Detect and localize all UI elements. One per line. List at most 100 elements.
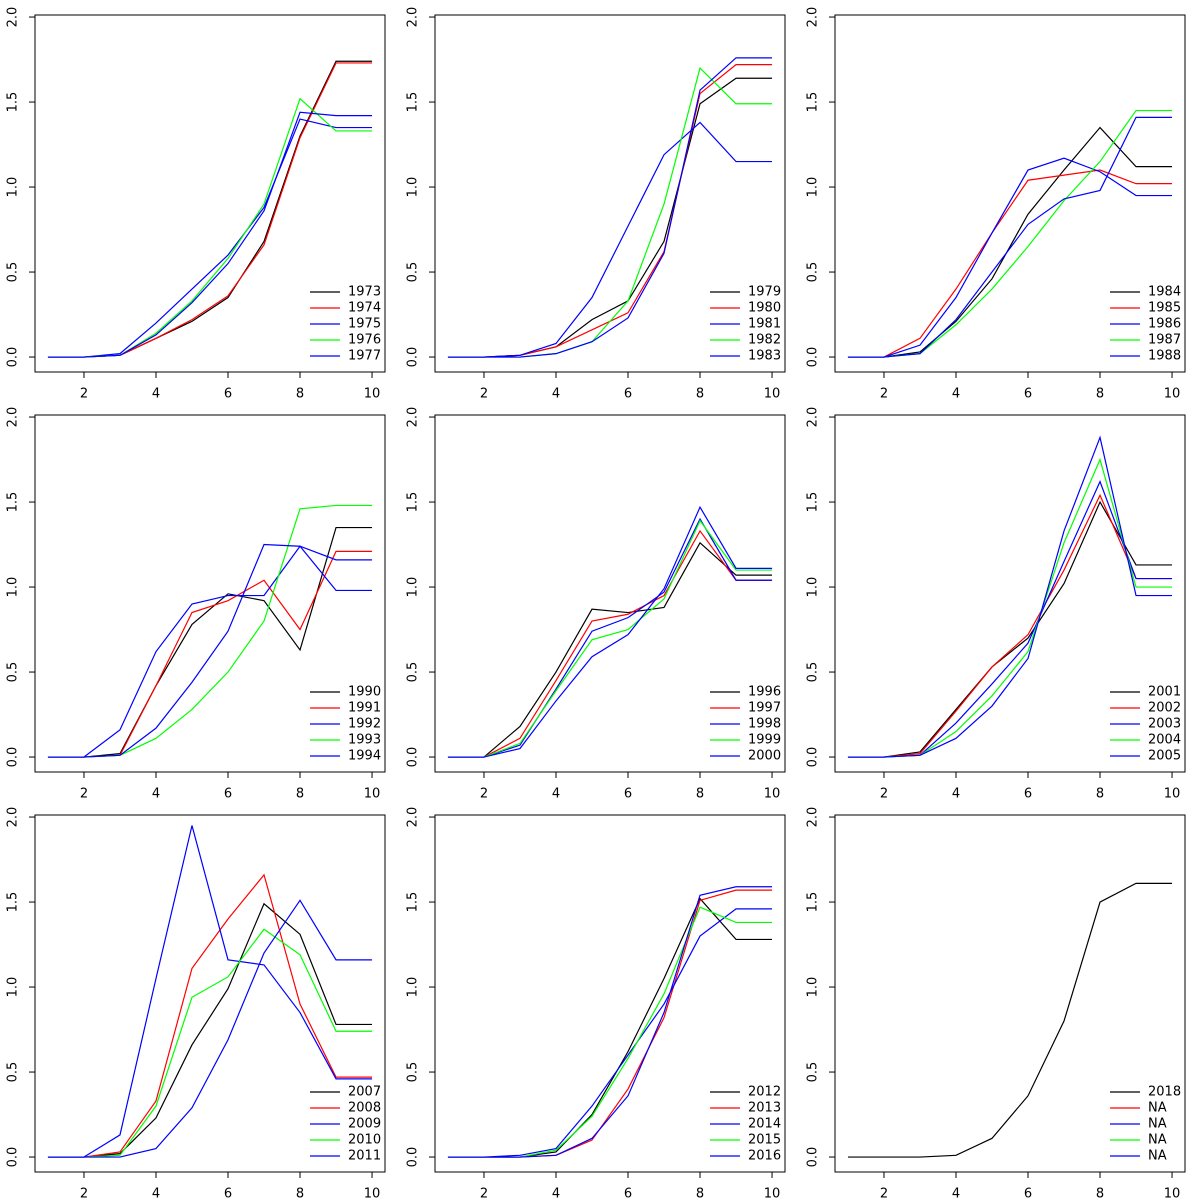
legend-label: NA [1148, 1133, 1167, 1148]
legend-label: 1980 [748, 301, 781, 316]
x-tick-label: 6 [224, 387, 232, 402]
plot-frame [34, 14, 386, 373]
y-tick-label: 1.0 [806, 977, 821, 998]
y-tick-label: 0.5 [806, 1062, 821, 1083]
legend-label: 2014 [748, 1117, 781, 1132]
x-tick-label: 6 [624, 387, 632, 402]
series-line [47, 60, 373, 358]
x-tick-label: 2 [880, 1187, 888, 1200]
legend-label: 2000 [748, 749, 781, 764]
legend-label: 1988 [1148, 349, 1181, 364]
x-tick-label: 2 [880, 787, 888, 802]
x-tick-label: 4 [952, 387, 960, 402]
series-line [47, 902, 373, 1158]
x-tick-label: 10 [364, 1187, 381, 1200]
y-tick-label: 0.5 [806, 662, 821, 683]
y-tick-label: 1.0 [6, 177, 21, 198]
series-line [47, 550, 373, 758]
y-tick-label: 1.5 [406, 892, 421, 913]
x-tick-label: 6 [1024, 1187, 1032, 1200]
legend-label: 1977 [348, 349, 381, 364]
y-tick-label: 1.5 [406, 92, 421, 113]
y-tick-label: 1.5 [406, 492, 421, 513]
legend-label: 2003 [1148, 717, 1181, 732]
x-tick-label: 8 [696, 1187, 704, 1200]
x-tick-label: 2 [80, 387, 88, 402]
plot-frame [834, 414, 1186, 773]
x-tick-label: 8 [1096, 787, 1104, 802]
y-tick-label: 2.0 [806, 407, 821, 428]
series-line [47, 118, 373, 358]
legend-label: 1979 [748, 285, 781, 300]
series-line [47, 111, 373, 358]
legend-label: NA [1148, 1149, 1167, 1164]
x-tick-label: 4 [552, 1187, 560, 1200]
x-tick-label: 4 [152, 1187, 160, 1200]
x-tick-label: 4 [152, 387, 160, 402]
legend-label: 1992 [348, 717, 381, 732]
legend-label: 1998 [748, 717, 781, 732]
series-line [847, 116, 1173, 358]
series-line [47, 543, 373, 758]
y-tick-label: 0.0 [806, 1147, 821, 1168]
y-tick-label: 0.0 [6, 347, 21, 368]
plot-frame [434, 414, 786, 773]
x-tick-label: 2 [80, 787, 88, 802]
y-tick-label: 0.5 [6, 662, 21, 683]
x-tick-label: 8 [696, 387, 704, 402]
series-line [847, 882, 1173, 1158]
series-line [447, 897, 773, 1158]
x-tick-label: 10 [764, 387, 781, 402]
y-tick-label: 1.0 [406, 977, 421, 998]
series-line [847, 500, 1173, 758]
legend-label: 1990 [348, 685, 381, 700]
y-tick-label: 2.0 [406, 807, 421, 828]
legend-label: 2015 [748, 1133, 781, 1148]
y-tick-label: 1.0 [6, 577, 21, 598]
y-tick-label: 1.5 [806, 92, 821, 113]
x-tick-label: 10 [1164, 1187, 1181, 1200]
y-tick-label: 1.0 [806, 177, 821, 198]
series-line [47, 526, 373, 758]
y-tick-label: 2.0 [6, 807, 21, 828]
legend-label: 2008 [348, 1101, 381, 1116]
series-line [47, 825, 373, 1158]
legend-label: 2011 [348, 1149, 381, 1164]
legend-label: 1983 [748, 349, 781, 364]
y-tick-label: 0.0 [406, 1147, 421, 1168]
y-tick-label: 0.0 [406, 347, 421, 368]
series-line [847, 480, 1173, 758]
series-line [847, 169, 1173, 358]
y-tick-label: 1.5 [6, 492, 21, 513]
x-tick-label: 4 [152, 787, 160, 802]
y-tick-label: 0.0 [406, 747, 421, 768]
x-tick-label: 8 [296, 1187, 304, 1200]
x-tick-label: 10 [1164, 787, 1181, 802]
y-tick-label: 0.5 [406, 662, 421, 683]
legend-label: 1986 [1148, 317, 1181, 332]
x-tick-label: 2 [480, 387, 488, 402]
x-tick-label: 8 [696, 787, 704, 802]
x-tick-label: 2 [480, 1187, 488, 1200]
x-tick-label: 6 [1024, 787, 1032, 802]
y-tick-label: 0.5 [406, 1062, 421, 1083]
legend-label: 2009 [348, 1117, 381, 1132]
legend-label: NA [1148, 1101, 1167, 1116]
y-tick-label: 0.5 [6, 1062, 21, 1083]
legend-label: 1984 [1148, 285, 1181, 300]
plot-frame [834, 814, 1186, 1173]
x-tick-label: 2 [880, 387, 888, 402]
legend-label: 2004 [1148, 733, 1181, 748]
legend-label: 1975 [348, 317, 381, 332]
x-tick-label: 6 [224, 1187, 232, 1200]
y-tick-label: 1.5 [806, 892, 821, 913]
series-line [47, 62, 373, 358]
y-tick-label: 1.0 [806, 577, 821, 598]
legend-label: 1994 [348, 749, 381, 764]
series-line [847, 157, 1173, 358]
y-tick-label: 2.0 [806, 807, 821, 828]
legend-label: 1985 [1148, 301, 1181, 316]
y-tick-label: 1.5 [806, 492, 821, 513]
plot-frame [434, 14, 786, 373]
